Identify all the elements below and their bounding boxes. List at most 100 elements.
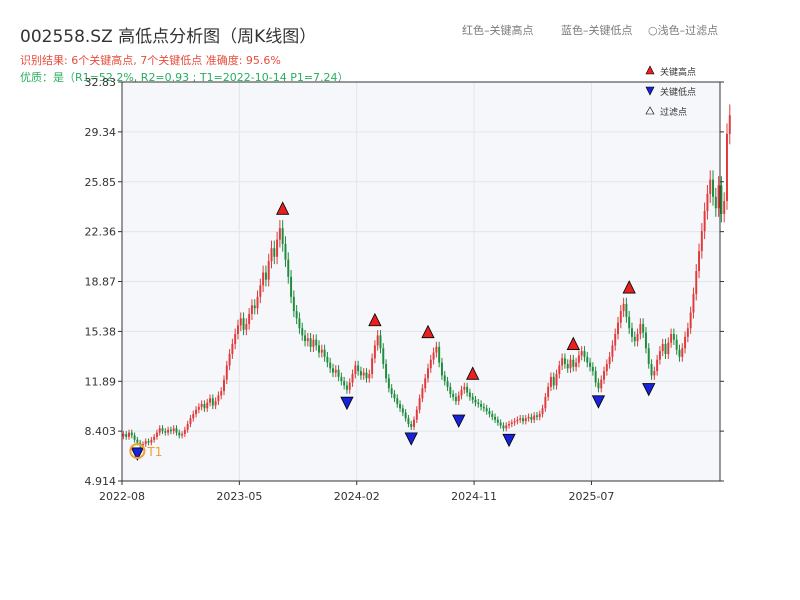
- candle-body: [306, 338, 309, 342]
- candle-body: [298, 318, 301, 329]
- candle-body: [122, 434, 125, 437]
- candle-body: [345, 385, 348, 390]
- candle-body: [427, 368, 429, 379]
- candle-body: [359, 371, 362, 376]
- candle-body: [502, 425, 505, 429]
- candle-body: [726, 133, 728, 202]
- candle-body: [318, 345, 320, 353]
- candle-body: [281, 228, 284, 244]
- candle-body: [524, 418, 527, 422]
- candle-body: [494, 416, 497, 420]
- candle-body: [664, 343, 667, 354]
- candle-body: [689, 312, 692, 329]
- candle-body: [656, 359, 659, 372]
- candle-body: [267, 261, 270, 280]
- candle-body: [245, 323, 248, 330]
- candle-body: [189, 418, 192, 425]
- candle-body: [681, 348, 684, 357]
- candle-body: [357, 365, 360, 372]
- candle-body: [477, 402, 480, 405]
- candle-body: [499, 422, 502, 426]
- candle-body: [709, 179, 712, 194]
- candle-body: [273, 248, 276, 257]
- candle-body: [513, 421, 516, 423]
- candle-body: [667, 342, 670, 354]
- candle-body: [278, 228, 281, 240]
- candle-body: [561, 358, 564, 366]
- candle-body: [309, 338, 312, 347]
- candle-body: [589, 362, 592, 367]
- candle-body: [636, 333, 639, 342]
- x-tick-label: 2025-07: [568, 490, 614, 503]
- candle-body: [482, 406, 485, 409]
- candle-body: [354, 365, 357, 375]
- candle-body: [700, 231, 703, 252]
- candle-body: [552, 376, 555, 386]
- candle-body: [195, 409, 198, 415]
- candle-body: [144, 441, 147, 445]
- candle-body: [617, 322, 619, 334]
- candle-body: [658, 351, 661, 360]
- candle-body: [379, 335, 382, 349]
- candle-body: [675, 339, 678, 350]
- candle-body: [181, 434, 184, 436]
- candle-body: [262, 272, 265, 286]
- header-legend-blue: 蓝色–关键低点: [561, 24, 633, 37]
- candle-body: [684, 336, 687, 349]
- candle-body: [488, 411, 491, 415]
- candle-body: [396, 398, 399, 405]
- candle-body: [248, 313, 251, 324]
- candle-body: [466, 386, 469, 393]
- candle-body: [351, 374, 354, 383]
- candle-body: [404, 412, 407, 419]
- candle-body: [625, 303, 628, 317]
- candle-body: [577, 355, 580, 363]
- candle-body: [720, 185, 723, 214]
- candle-body: [647, 348, 650, 364]
- candle-body: [575, 362, 578, 367]
- candle-body: [463, 386, 466, 390]
- candle-body: [530, 416, 533, 420]
- candle-body: [633, 336, 636, 342]
- candle-body: [130, 432, 133, 436]
- candle-body: [538, 414, 541, 417]
- candle-body: [622, 303, 625, 312]
- key-low-marker: [642, 383, 656, 397]
- candle-body: [167, 429, 170, 433]
- header-legend-light: ○浅色–过滤点: [648, 24, 719, 37]
- quality-summary: 优质：是（R1=52.2%, R2=0.93 ; T1=2022-10-14 P…: [20, 71, 349, 84]
- candle-body: [250, 305, 253, 314]
- candle-body: [723, 201, 726, 214]
- candle-body: [639, 323, 642, 334]
- legend-high-icon: [645, 65, 655, 75]
- candle-body: [290, 276, 293, 297]
- y-tick-label: 8.403: [85, 425, 117, 438]
- candle-body: [544, 396, 547, 409]
- candle-body: [183, 429, 186, 435]
- candle-body: [527, 416, 530, 419]
- x-tick-label: 2024-11: [451, 490, 497, 503]
- candle-body: [558, 365, 561, 375]
- candle-body: [348, 382, 351, 390]
- start-point-label: T1: [146, 445, 162, 459]
- candle-body: [728, 115, 731, 134]
- candle-body: [315, 339, 318, 346]
- candle-body: [329, 362, 332, 369]
- candle-body: [343, 381, 346, 386]
- y-tick-label: 15.38: [85, 325, 117, 338]
- candle-body: [686, 328, 689, 337]
- key-high-marker: [622, 280, 636, 294]
- candle-body: [231, 343, 234, 354]
- axes-group: 4.914 8.403 11.89 15.38 18.87 22.36 25.85 29.34…: [85, 76, 724, 503]
- y-tick-label: 4.914: [85, 475, 117, 488]
- candle-body: [628, 316, 631, 329]
- candle-body: [161, 428, 164, 432]
- candle-body: [407, 418, 410, 425]
- x-tick-label: 2024-02: [334, 490, 380, 503]
- candle-body: [630, 328, 633, 337]
- key-low-marker: [591, 395, 606, 409]
- candle-body: [387, 378, 390, 389]
- candles-group: [122, 104, 731, 449]
- candle-body: [136, 439, 139, 443]
- candle-body: [692, 293, 695, 313]
